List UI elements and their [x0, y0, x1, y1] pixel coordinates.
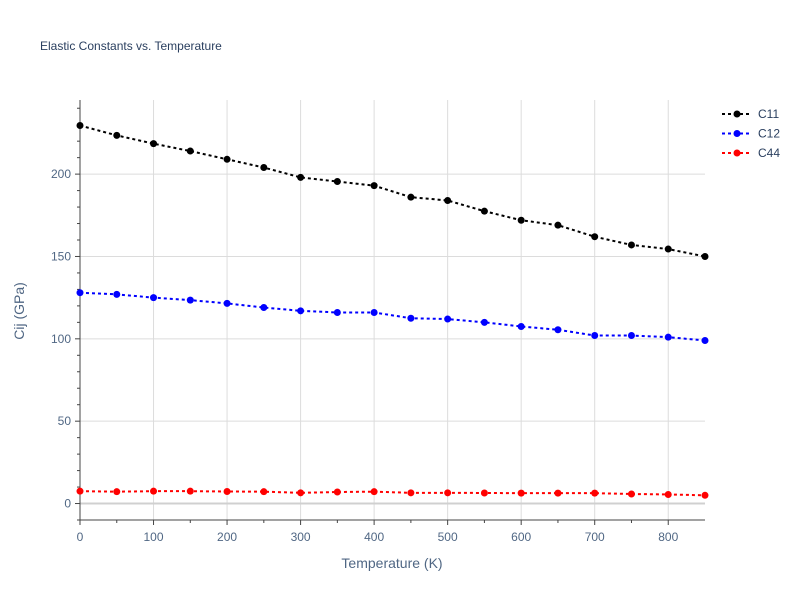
data-point-c44[interactable]	[407, 489, 415, 497]
data-point-c11[interactable]	[627, 241, 635, 249]
y-tick-label: 150	[51, 249, 71, 263]
series-line-c12	[79, 291, 706, 342]
data-point-c12[interactable]	[150, 294, 158, 302]
data-point-c44[interactable]	[150, 487, 158, 495]
data-point-c44[interactable]	[297, 489, 305, 497]
data-point-c11[interactable]	[113, 131, 121, 139]
data-point-c12[interactable]	[370, 308, 378, 316]
data-point-c11[interactable]	[554, 221, 562, 229]
data-point-c12[interactable]	[223, 299, 231, 307]
series-c11[interactable]	[76, 122, 709, 260]
data-point-c11[interactable]	[517, 216, 525, 224]
y-axis-title: Cij (GPa)	[11, 282, 27, 340]
y-tick-label: 200	[51, 167, 71, 181]
legend-marker-swatch	[733, 130, 741, 137]
data-point-c11[interactable]	[297, 173, 305, 181]
legend-label: C12	[758, 127, 780, 141]
data-point-c11[interactable]	[76, 122, 84, 130]
data-point-c12[interactable]	[664, 333, 672, 341]
data-point-c11[interactable]	[664, 245, 672, 253]
data-point-c44[interactable]	[480, 489, 488, 497]
data-point-c12[interactable]	[444, 315, 452, 323]
data-point-c44[interactable]	[664, 490, 672, 498]
data-point-c12[interactable]	[627, 332, 635, 340]
legend-marker-swatch	[733, 110, 741, 118]
data-point-c11[interactable]	[333, 178, 341, 186]
x-tick-label: 500	[438, 530, 458, 544]
x-tick-label: 800	[658, 530, 678, 544]
data-point-c12[interactable]	[113, 290, 121, 298]
series-line-c11	[79, 124, 706, 258]
data-point-c44[interactable]	[333, 488, 341, 496]
data-point-c44[interactable]	[591, 489, 599, 497]
data-point-c44[interactable]	[554, 489, 562, 497]
axes: 0 100 200 300 400 500 600 700 800 0 50 100 150 200	[51, 100, 705, 544]
x-axis-title: Temperature (K)	[341, 555, 442, 571]
legend-item-c44[interactable]: C44	[722, 146, 780, 160]
x-tick-label: 600	[511, 530, 531, 544]
data-point-c11[interactable]	[186, 147, 194, 155]
data-point-c44[interactable]	[113, 488, 121, 496]
data-point-c12[interactable]	[701, 336, 709, 344]
data-point-c11[interactable]	[591, 233, 599, 241]
data-point-c12[interactable]	[76, 289, 84, 297]
y-tick-label: 100	[51, 332, 71, 346]
data-point-c11[interactable]	[407, 193, 415, 201]
y-tick-label: 0	[64, 497, 71, 511]
data-point-c11[interactable]	[701, 252, 709, 260]
legend-label: C11	[758, 107, 779, 121]
data-point-c11[interactable]	[480, 207, 488, 215]
data-point-c12[interactable]	[591, 332, 599, 340]
data-point-c12[interactable]	[480, 318, 488, 326]
data-point-c44[interactable]	[370, 488, 378, 496]
data-point-c12[interactable]	[333, 308, 341, 316]
data-point-c44[interactable]	[701, 491, 709, 499]
data-point-c11[interactable]	[260, 164, 268, 172]
series-line-c44	[79, 490, 706, 497]
data-point-c11[interactable]	[150, 140, 158, 148]
data-point-c12[interactable]	[517, 322, 525, 330]
grid	[79, 100, 705, 520]
x-tick-label: 300	[291, 530, 311, 544]
x-tick-label: 400	[364, 530, 384, 544]
x-tick-label: 100	[144, 530, 164, 544]
x-tick-label: 200	[217, 530, 237, 544]
series-c44[interactable]	[76, 487, 709, 499]
series-c12[interactable]	[76, 289, 709, 344]
data-point-c44[interactable]	[186, 487, 194, 495]
data-point-c12[interactable]	[186, 296, 194, 304]
plot-area[interactable]	[76, 122, 709, 499]
legend-item-c11[interactable]: C11	[722, 107, 779, 121]
data-point-c44[interactable]	[444, 489, 452, 497]
data-point-c11[interactable]	[223, 155, 231, 163]
chart-title: Elastic Constants vs. Temperature	[40, 39, 222, 53]
data-point-c44[interactable]	[517, 489, 525, 497]
data-point-c12[interactable]	[554, 326, 562, 334]
x-tick-label: 0	[77, 530, 84, 544]
legend[interactable]: C11 C12 C44	[722, 107, 780, 160]
y-tick-label: 50	[58, 414, 72, 428]
data-point-c12[interactable]	[297, 307, 305, 315]
legend-item-c12[interactable]: C12	[722, 127, 780, 141]
data-point-c44[interactable]	[627, 490, 635, 498]
data-point-c12[interactable]	[407, 314, 415, 322]
x-tick-label: 700	[585, 530, 605, 544]
data-point-c11[interactable]	[370, 182, 378, 190]
data-point-c11[interactable]	[444, 196, 452, 204]
legend-marker-swatch	[733, 149, 741, 157]
legend-label: C44	[758, 146, 780, 160]
data-point-c44[interactable]	[260, 488, 268, 496]
data-point-c12[interactable]	[260, 304, 268, 312]
data-point-c44[interactable]	[223, 488, 231, 496]
data-point-c44[interactable]	[76, 487, 84, 495]
